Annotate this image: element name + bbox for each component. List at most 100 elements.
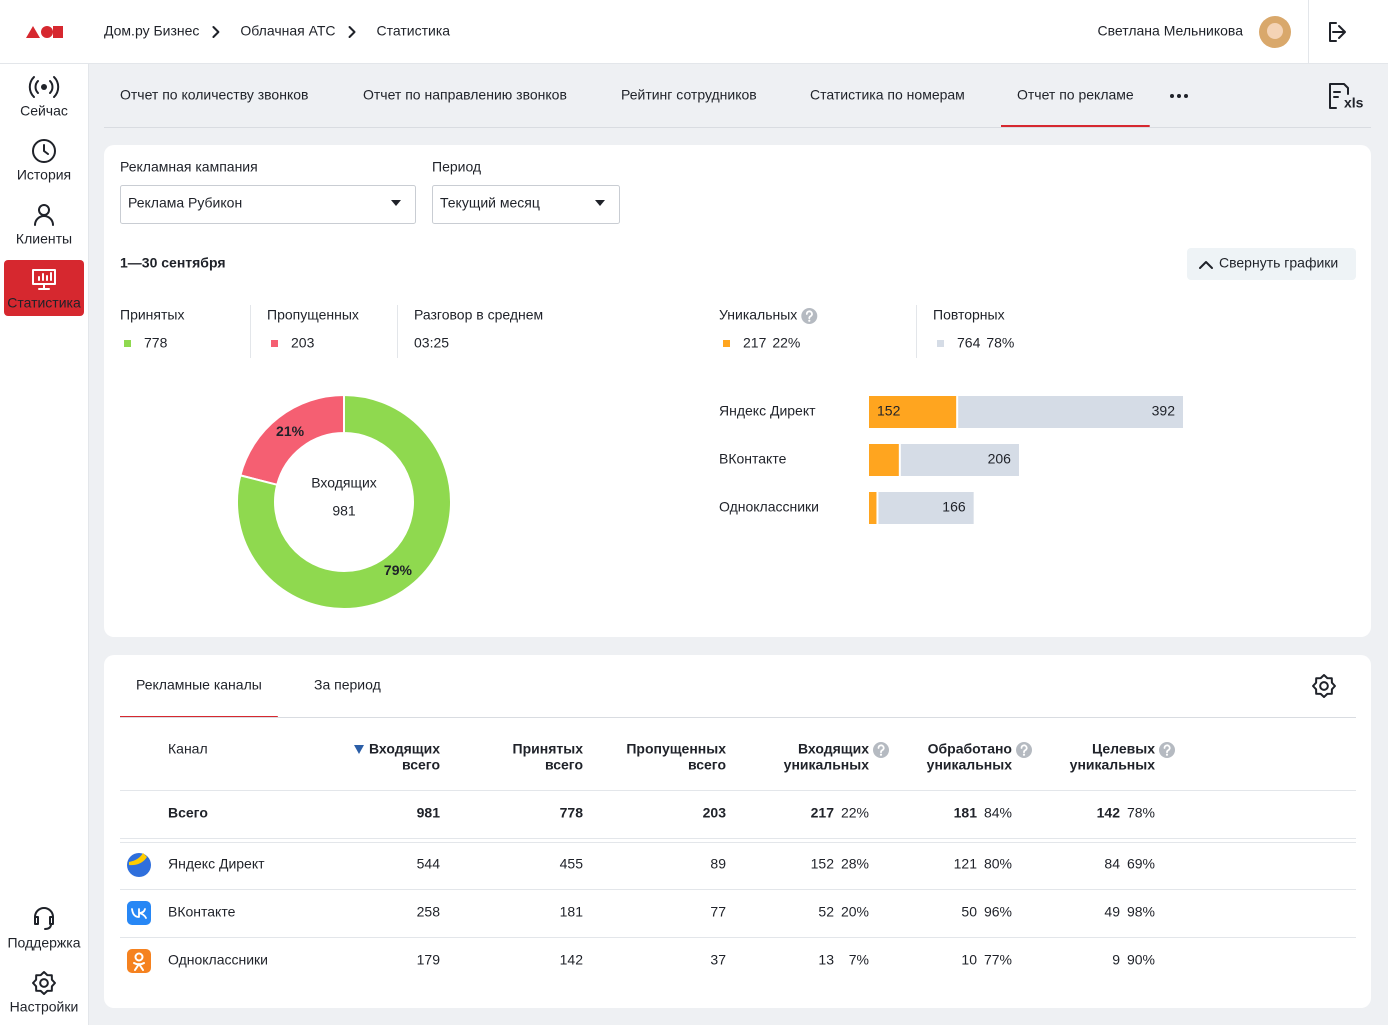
channel-icon bbox=[131, 908, 147, 919]
column-header[interactable]: Обработано bbox=[928, 741, 1012, 757]
table-cell: 258 bbox=[417, 904, 441, 920]
period-title: 1—30 сентября bbox=[120, 255, 226, 271]
select[interactable] bbox=[432, 185, 620, 224]
donut-center-value: 981 bbox=[332, 503, 356, 519]
tab[interactable]: Статистика по номерам bbox=[810, 87, 965, 103]
nav-item[interactable]: Сейчас bbox=[20, 103, 68, 119]
donut-segment bbox=[236, 393, 452, 610]
donut-label: 21% bbox=[276, 423, 305, 439]
column-header[interactable]: Принятых bbox=[513, 741, 584, 757]
bar bbox=[958, 396, 1183, 428]
tab[interactable]: Рейтинг сотрудников bbox=[621, 87, 757, 103]
header bbox=[0, 0, 1388, 63]
sort-icon bbox=[354, 745, 364, 754]
nav-item[interactable]: Статистика bbox=[7, 295, 81, 311]
table-cell: 9 bbox=[1112, 952, 1120, 968]
table-cell: 121 bbox=[954, 856, 978, 872]
table-cell: 77% bbox=[984, 952, 1012, 968]
tab[interactable]: Отчет по рекламе bbox=[1017, 87, 1134, 103]
card bbox=[104, 655, 1371, 1008]
icon bbox=[34, 215, 54, 226]
stat-label: Уникальных bbox=[719, 307, 797, 323]
bar bbox=[900, 444, 1019, 476]
stat-value: 778 bbox=[144, 335, 168, 351]
column-header[interactable]: Входящих bbox=[798, 741, 869, 757]
donut-center-label: Входящих bbox=[311, 475, 377, 491]
table-cell: 50 bbox=[961, 904, 977, 920]
help-icon bbox=[805, 310, 813, 320]
breadcrumb[interactable]: Дом.ру Бизнес bbox=[104, 23, 199, 39]
select-value[interactable]: Текущий месяц bbox=[440, 195, 540, 211]
table-cell: 89 bbox=[710, 856, 726, 872]
table-cell: 37 bbox=[710, 952, 726, 968]
icon bbox=[43, 144, 49, 155]
table-tab[interactable]: За период bbox=[314, 677, 381, 693]
nav-item[interactable]: История bbox=[17, 167, 71, 183]
column-header[interactable]: Канал bbox=[168, 741, 208, 757]
channel-icon bbox=[133, 962, 145, 971]
row-name: Одноклассники bbox=[168, 952, 268, 968]
bar-value: 152 bbox=[877, 403, 901, 419]
nav-item[interactable]: Поддержка bbox=[7, 935, 80, 951]
table-cell: 80% bbox=[984, 856, 1012, 872]
table-cell: 90% bbox=[1127, 952, 1155, 968]
table-cell: 84 bbox=[1104, 856, 1120, 872]
chevron bbox=[212, 26, 220, 38]
nav-item[interactable]: Клиенты bbox=[16, 231, 72, 247]
table-tab[interactable]: Рекламные каналы bbox=[136, 677, 262, 693]
nav-item[interactable]: Настройки bbox=[10, 999, 79, 1015]
column-header[interactable]: Входящих bbox=[369, 741, 440, 757]
breadcrumb[interactable]: Облачная АТС bbox=[240, 23, 335, 39]
logo bbox=[26, 26, 40, 38]
export-label[interactable]: xls bbox=[1344, 95, 1364, 111]
select-value[interactable]: Реклама Рубикон bbox=[128, 195, 242, 211]
bar-value: 392 bbox=[1152, 403, 1176, 419]
table-cell: 28% bbox=[841, 856, 869, 872]
help-icon bbox=[1165, 753, 1169, 756]
settings-icon bbox=[1312, 674, 1336, 698]
stat-marker bbox=[271, 340, 278, 347]
select[interactable] bbox=[120, 185, 416, 224]
tab[interactable]: Отчет по направлению звонков bbox=[363, 87, 567, 103]
filter-label: Период bbox=[432, 159, 481, 175]
table-cell: 181 bbox=[560, 904, 584, 920]
column-header[interactable]: всего bbox=[402, 757, 440, 773]
table-cell: 203 bbox=[703, 805, 727, 821]
bar-category: Яндекс Директ bbox=[719, 403, 816, 419]
table-cell: 10 bbox=[961, 952, 977, 968]
stat-label: Повторных bbox=[933, 307, 1005, 323]
column-header[interactable]: уникальных bbox=[1070, 757, 1156, 773]
more-dots bbox=[1184, 94, 1188, 98]
stat-value: 203 bbox=[291, 335, 315, 351]
button-icon bbox=[1199, 261, 1213, 269]
select-arrow bbox=[595, 200, 605, 206]
stat-label: Пропущенных bbox=[267, 307, 359, 323]
column-header[interactable]: всего bbox=[545, 757, 583, 773]
chevron bbox=[348, 26, 356, 38]
table-cell: 20% bbox=[841, 904, 869, 920]
button[interactable] bbox=[1187, 248, 1356, 280]
column-header[interactable]: всего bbox=[688, 757, 726, 773]
stat-label: Разговор в среднем bbox=[414, 307, 543, 323]
user-name[interactable]: Светлана Мельникова bbox=[1098, 23, 1244, 39]
bar bbox=[869, 492, 877, 524]
table-cell: 69% bbox=[1127, 856, 1155, 872]
table-cell: 179 bbox=[417, 952, 441, 968]
tab-underline bbox=[1001, 125, 1150, 127]
column-header[interactable]: Целевых bbox=[1092, 741, 1155, 757]
icon bbox=[32, 269, 56, 290]
column-header[interactable]: уникальных bbox=[784, 757, 870, 773]
table-cell: 142 bbox=[560, 952, 584, 968]
tab[interactable]: Отчет по количеству звонков bbox=[120, 87, 308, 103]
sidebar bbox=[0, 0, 88, 1025]
table-cell: 98% bbox=[1127, 904, 1155, 920]
help-icon bbox=[877, 744, 885, 754]
breadcrumb: Статистика bbox=[377, 23, 451, 39]
avatar bbox=[1267, 23, 1283, 39]
column-header[interactable]: уникальных bbox=[927, 757, 1013, 773]
icon bbox=[28, 76, 60, 98]
button-label[interactable]: Свернуть графики bbox=[1219, 255, 1338, 271]
table-cell: 7% bbox=[849, 952, 869, 968]
column-header[interactable]: Пропущенных bbox=[626, 741, 726, 757]
